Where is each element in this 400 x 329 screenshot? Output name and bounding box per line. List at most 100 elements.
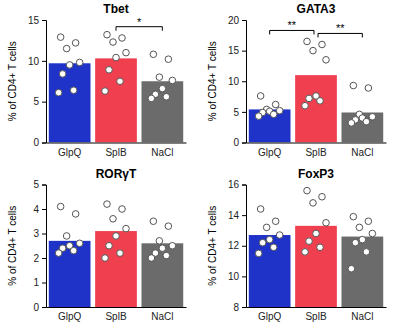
data-point (323, 219, 330, 226)
tick-mark (42, 143, 46, 144)
tick-label: 15 (228, 45, 240, 56)
axis-line (247, 143, 387, 144)
tick-label: 12 (228, 240, 240, 251)
tick-label: 4 (33, 204, 39, 215)
data-point (352, 239, 359, 246)
tick: 5 (33, 179, 46, 190)
data-point (76, 59, 83, 66)
data-point (270, 111, 277, 118)
data-point (148, 95, 155, 102)
data-point (169, 77, 176, 84)
data-point (110, 216, 117, 223)
title: Tbet (103, 2, 128, 16)
axis-title: % of CD4+ T cells (7, 41, 18, 121)
data-point (159, 85, 166, 92)
significance-label: * (137, 16, 142, 28)
data-point (356, 224, 363, 231)
data-point (165, 223, 172, 230)
axis-line (242, 21, 247, 144)
tick: 16 (228, 179, 246, 190)
plot-area (49, 31, 183, 142)
bar (295, 226, 337, 307)
tick-label: GlpQ (58, 147, 82, 158)
tick-label: SplB (305, 311, 326, 322)
tick: SplB (105, 307, 126, 322)
axis-title: % of CD4+ T cells (7, 206, 18, 286)
data-point (159, 245, 166, 252)
bar (95, 58, 137, 142)
data-point (313, 230, 320, 237)
data-point (272, 101, 279, 108)
tick: 1 (33, 277, 46, 288)
data-point (150, 218, 157, 225)
tick-label: 14 (228, 210, 240, 221)
bar (95, 231, 137, 307)
y-axis: 012345 (33, 179, 46, 313)
data-point (70, 247, 77, 254)
data-point (165, 56, 172, 63)
tick-label: 5 (33, 179, 39, 190)
data-point (319, 193, 326, 200)
data-point (123, 49, 130, 56)
data-point (63, 233, 70, 240)
axis-line (42, 185, 47, 308)
tick-mark (42, 283, 46, 284)
data-point (156, 74, 163, 81)
data-point (106, 242, 113, 249)
tick-label: GlpQ (58, 311, 82, 322)
tick: GlpQ (258, 143, 282, 158)
tick-label: SplB (105, 147, 126, 158)
data-point (272, 218, 279, 225)
panel: 012345GlpQSplBNaClRORγT% of CD4+ T cells (7, 167, 187, 323)
axis-line (242, 185, 247, 308)
bar (341, 112, 383, 142)
data-point (365, 85, 372, 92)
tick-mark (242, 112, 246, 113)
tick: SplB (305, 307, 326, 322)
tick-label: 1 (33, 277, 39, 288)
significance-label: ** (288, 19, 297, 31)
tick-mark (242, 246, 246, 247)
title: FoxP3 (298, 167, 334, 181)
data-point (257, 206, 264, 213)
tick-mark (42, 307, 46, 308)
data-point (110, 39, 117, 46)
plot-area (249, 187, 383, 307)
y-axis: 05101520 (228, 15, 247, 149)
data-point (163, 93, 170, 100)
data-point (104, 31, 111, 38)
x-axis: GlpQSplBNaCl (47, 307, 187, 322)
tick-label: 20 (228, 15, 240, 26)
data-point (363, 118, 370, 125)
axis-title: % of CD4+ T cells (207, 41, 218, 121)
tick: 14 (228, 210, 246, 221)
panel: 051015GlpQSplBNaClTbet% of CD4+ T cells* (7, 2, 187, 158)
axis-title: % of CD4+ T cells (207, 206, 218, 286)
panel: 810121416GlpQSplBNaClFoxP3% of CD4+ T ce… (207, 167, 387, 323)
tick-mark (42, 234, 46, 235)
tick-mark (242, 185, 246, 186)
data-point (76, 240, 83, 247)
tick-mark (242, 215, 246, 216)
tick: GlpQ (258, 307, 282, 322)
tick: 0 (33, 137, 46, 148)
data-point (57, 34, 64, 41)
axis-line (247, 307, 387, 308)
title: GATA3 (297, 2, 336, 16)
data-point (113, 233, 120, 240)
tick: 20 (228, 15, 246, 26)
data-point (59, 71, 66, 78)
data-point (302, 102, 309, 109)
tick: 5 (233, 107, 246, 118)
tick-mark (242, 276, 246, 277)
tick-label: 0 (33, 137, 39, 148)
data-point (270, 244, 277, 251)
y-axis: 810121416 (228, 179, 247, 313)
tick-label: 0 (233, 137, 239, 148)
data-point (302, 249, 309, 256)
tick: 15 (228, 45, 246, 56)
axis-line (47, 143, 187, 144)
tick-label: 3 (33, 228, 39, 239)
data-point (350, 213, 357, 220)
data-point (317, 244, 324, 251)
